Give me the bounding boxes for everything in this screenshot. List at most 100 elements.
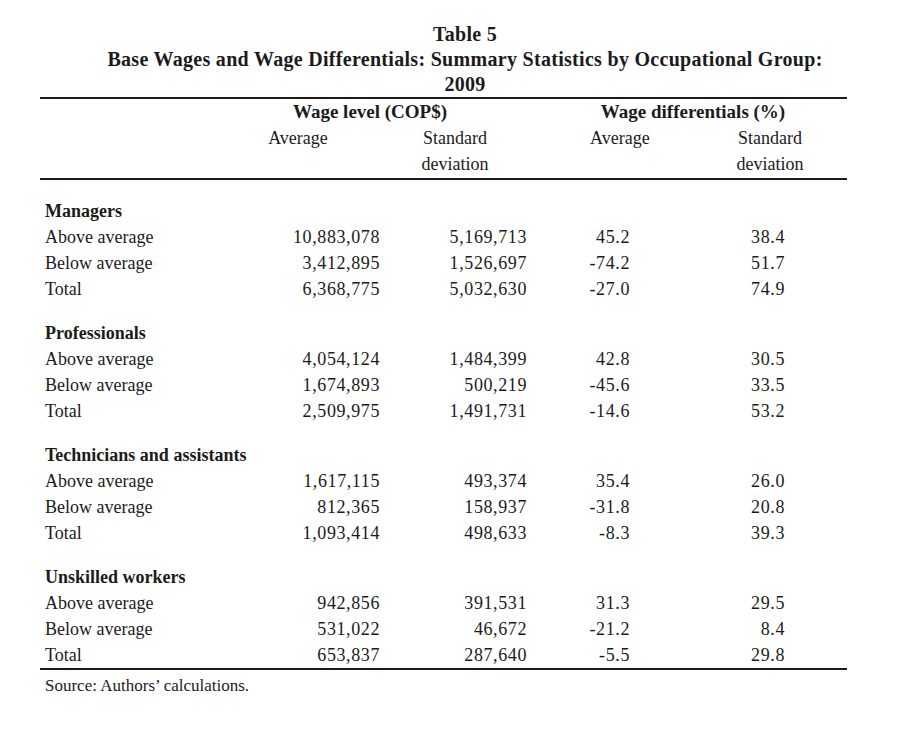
- cell-wage-standard-deviation: 500,219: [390, 372, 537, 398]
- cell-wage-average: 6,368,775: [256, 276, 390, 302]
- empty-cell: [256, 179, 390, 224]
- empty-cell: [537, 302, 640, 346]
- empty-cell: [390, 546, 537, 590]
- table-row: Below average1,674,893500,219-45.633.5: [40, 372, 847, 398]
- column-header-wage-average: Average: [256, 125, 390, 179]
- cell-wage-standard-deviation: 1,484,399: [390, 346, 537, 372]
- cell-wage-average: 4,054,124: [256, 346, 390, 372]
- section-header-row: Managers: [40, 179, 847, 224]
- cell-wage-average: 812,365: [256, 494, 390, 520]
- empty-cell: [537, 546, 640, 590]
- table-row: Below average812,365158,937-31.820.8: [40, 494, 847, 520]
- row-label: Total: [40, 520, 256, 546]
- table-header: Wage level (COP$) Wage differentials (%)…: [40, 98, 847, 179]
- empty-cell: [537, 179, 640, 224]
- cell-wage-standard-deviation: 5,169,713: [390, 224, 537, 250]
- cell-wage-standard-deviation: 1,526,697: [390, 250, 537, 276]
- section-name: Unskilled workers: [40, 546, 256, 590]
- cell-wage-standard-deviation: 493,374: [390, 468, 537, 494]
- cell-differential-average: -5.5: [537, 642, 640, 669]
- cell-differential-average: -74.2: [537, 250, 640, 276]
- empty-cell: [640, 546, 847, 590]
- cell-differential-standard-deviation: 30.5: [640, 346, 847, 372]
- empty-header-cell: [40, 98, 256, 125]
- cell-differential-standard-deviation: 29.8: [640, 642, 847, 669]
- cell-wage-average: 942,856: [256, 590, 390, 616]
- cell-wage-average: 1,617,115: [256, 468, 390, 494]
- empty-cell: [256, 424, 390, 468]
- row-label: Above average: [40, 224, 256, 250]
- column-group-wage-level: Wage level (COP$): [256, 98, 537, 125]
- cell-differential-standard-deviation: 26.0: [640, 468, 847, 494]
- empty-cell: [640, 424, 847, 468]
- row-label: Below average: [40, 372, 256, 398]
- cell-wage-average: 1,674,893: [256, 372, 390, 398]
- row-label: Total: [40, 398, 256, 424]
- cell-wage-standard-deviation: 498,633: [390, 520, 537, 546]
- cell-differential-average: -8.3: [537, 520, 640, 546]
- table-caption: Table 5 Base Wages and Wage Differential…: [40, 22, 890, 97]
- cell-wage-average: 2,509,975: [256, 398, 390, 424]
- empty-cell: [390, 302, 537, 346]
- column-group-wage-differentials: Wage differentials (%): [537, 98, 847, 125]
- cell-differential-standard-deviation: 53.2: [640, 398, 847, 424]
- cell-wage-standard-deviation: 1,491,731: [390, 398, 537, 424]
- table-row: Above average10,883,0785,169,71345.238.4: [40, 224, 847, 250]
- cell-differential-standard-deviation: 20.8: [640, 494, 847, 520]
- column-header-differential-standard-deviation: Standard deviation: [640, 125, 847, 179]
- table-year: 2009: [40, 72, 890, 97]
- section-header-row: Unskilled workers: [40, 546, 847, 590]
- summary-statistics-table: Wage level (COP$) Wage differentials (%)…: [40, 97, 847, 670]
- cell-differential-average: -31.8: [537, 494, 640, 520]
- table-heading: Base Wages and Wage Differentials: Summa…: [40, 47, 890, 72]
- source-note: Source: Authors’ calculations.: [45, 674, 911, 698]
- empty-cell: [256, 302, 390, 346]
- table-row: Total653,837287,640-5.529.8: [40, 642, 847, 669]
- cell-differential-standard-deviation: 51.7: [640, 250, 847, 276]
- table-row: Below average3,412,8951,526,697-74.251.7: [40, 250, 847, 276]
- cell-wage-average: 1,093,414: [256, 520, 390, 546]
- cell-differential-standard-deviation: 33.5: [640, 372, 847, 398]
- cell-differential-standard-deviation: 38.4: [640, 224, 847, 250]
- row-label: Below average: [40, 494, 256, 520]
- cell-wage-average: 3,412,895: [256, 250, 390, 276]
- cell-differential-average: -45.6: [537, 372, 640, 398]
- table-row: Below average531,02246,672-21.28.4: [40, 616, 847, 642]
- empty-cell: [390, 179, 537, 224]
- table-body: ManagersAbove average10,883,0785,169,713…: [40, 179, 847, 669]
- empty-cell: [640, 302, 847, 346]
- empty-cell: [640, 179, 847, 224]
- table-row: Total6,368,7755,032,630-27.074.9: [40, 276, 847, 302]
- column-header-wage-standard-deviation: Standard deviation: [390, 125, 537, 179]
- row-label: Total: [40, 642, 256, 669]
- cell-wage-average: 653,837: [256, 642, 390, 669]
- section-name: Technicians and assistants: [40, 424, 256, 468]
- column-header-row: Average Standard deviation Average Stand…: [40, 125, 847, 179]
- cell-wage-average: 531,022: [256, 616, 390, 642]
- row-label: Above average: [40, 590, 256, 616]
- document-page: Table 5 Base Wages and Wage Differential…: [0, 0, 911, 741]
- cell-differential-standard-deviation: 8.4: [640, 616, 847, 642]
- cell-wage-standard-deviation: 158,937: [390, 494, 537, 520]
- row-label: Above average: [40, 468, 256, 494]
- cell-differential-average: -14.6: [537, 398, 640, 424]
- cell-differential-standard-deviation: 74.9: [640, 276, 847, 302]
- table-row: Total1,093,414498,633-8.339.3: [40, 520, 847, 546]
- column-header-differential-average: Average: [537, 125, 640, 179]
- empty-cell: [390, 424, 537, 468]
- row-label: Below average: [40, 616, 256, 642]
- column-group-row: Wage level (COP$) Wage differentials (%): [40, 98, 847, 125]
- section-header-row: Professionals: [40, 302, 847, 346]
- section-name: Managers: [40, 179, 256, 224]
- cell-wage-standard-deviation: 391,531: [390, 590, 537, 616]
- cell-differential-average: 45.2: [537, 224, 640, 250]
- table-row: Above average4,054,1241,484,39942.830.5: [40, 346, 847, 372]
- row-label: Below average: [40, 250, 256, 276]
- section-name: Professionals: [40, 302, 256, 346]
- section-header-row: Technicians and assistants: [40, 424, 847, 468]
- empty-cell: [256, 546, 390, 590]
- table-row: Total2,509,9751,491,731-14.653.2: [40, 398, 847, 424]
- cell-differential-average: -27.0: [537, 276, 640, 302]
- cell-differential-average: 42.8: [537, 346, 640, 372]
- cell-differential-standard-deviation: 39.3: [640, 520, 847, 546]
